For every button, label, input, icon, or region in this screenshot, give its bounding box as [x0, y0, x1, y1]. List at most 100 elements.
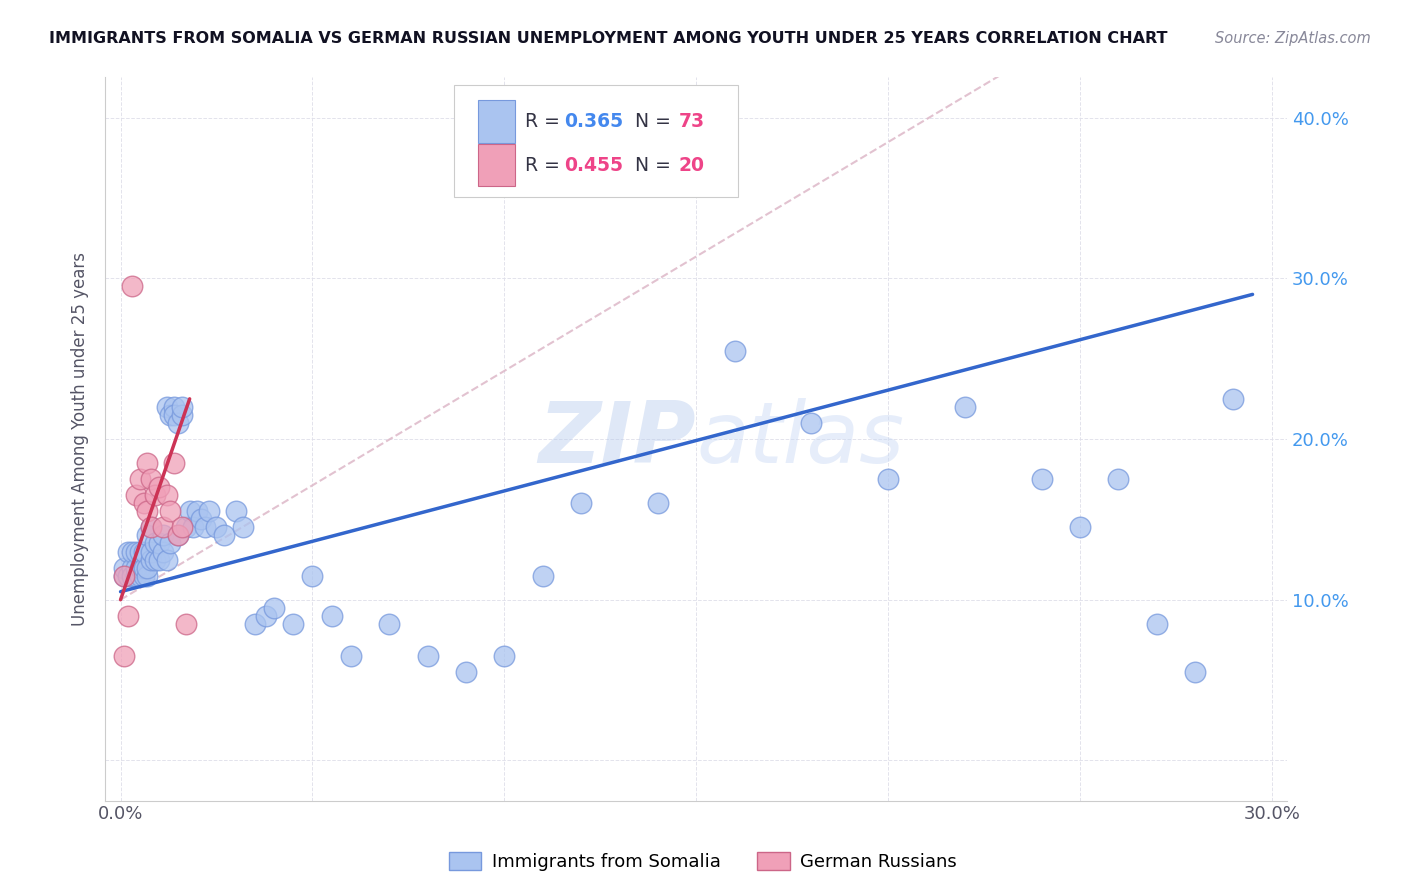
Point: [723, 343, 745, 358]
Point: [167, 416, 190, 430]
Point: [121, 568, 143, 582]
Point: [163, 408, 186, 422]
Point: [132, 544, 155, 558]
Point: [254, 608, 277, 623]
Point: [141, 552, 163, 566]
Point: [953, 400, 976, 414]
Point: [416, 648, 439, 663]
Point: [152, 544, 174, 558]
Point: [190, 512, 212, 526]
Point: [167, 528, 190, 542]
Point: [531, 568, 554, 582]
Point: [163, 456, 186, 470]
Point: [143, 552, 166, 566]
Point: [148, 480, 170, 494]
FancyBboxPatch shape: [478, 144, 516, 186]
Text: R =: R =: [524, 155, 565, 175]
Point: [141, 520, 163, 534]
Point: [263, 600, 285, 615]
Legend: Immigrants from Somalia, German Russians: Immigrants from Somalia, German Russians: [441, 845, 965, 879]
Point: [136, 560, 159, 574]
Point: [117, 544, 139, 558]
Point: [877, 472, 900, 486]
Point: [283, 616, 305, 631]
Point: [1222, 392, 1244, 406]
Point: [159, 408, 181, 422]
Point: [321, 608, 343, 623]
Point: [232, 520, 254, 534]
Point: [183, 520, 205, 534]
FancyBboxPatch shape: [478, 100, 516, 143]
Point: [112, 568, 135, 582]
Text: 20: 20: [679, 155, 704, 175]
Point: [128, 560, 150, 574]
Point: [1146, 616, 1168, 631]
Point: [136, 504, 159, 518]
Point: [125, 544, 148, 558]
Point: [454, 665, 477, 679]
Text: 0.365: 0.365: [564, 112, 623, 131]
Text: ZIP: ZIP: [538, 398, 696, 481]
Point: [141, 520, 163, 534]
Point: [159, 504, 181, 518]
Point: [128, 472, 150, 486]
Point: [569, 496, 592, 510]
Point: [141, 472, 163, 486]
Text: N =: N =: [623, 155, 676, 175]
Point: [800, 416, 823, 430]
Point: [179, 504, 201, 518]
Point: [125, 488, 148, 502]
Point: [112, 568, 135, 582]
Point: [170, 520, 193, 534]
Point: [170, 400, 193, 414]
Y-axis label: Unemployment Among Youth under 25 years: Unemployment Among Youth under 25 years: [72, 252, 89, 626]
Text: atlas: atlas: [696, 398, 904, 481]
Point: [121, 544, 143, 558]
Point: [136, 568, 159, 582]
Point: [243, 616, 266, 631]
Point: [1184, 665, 1206, 679]
Point: [125, 560, 148, 574]
Point: [117, 608, 139, 623]
Point: [132, 560, 155, 574]
Point: [301, 568, 323, 582]
Point: [339, 648, 361, 663]
Point: [132, 496, 155, 510]
Point: [212, 528, 235, 542]
Point: [125, 568, 148, 582]
Text: 73: 73: [679, 112, 704, 131]
Point: [132, 568, 155, 582]
Point: [159, 536, 181, 550]
Point: [163, 400, 186, 414]
Point: [155, 552, 177, 566]
Point: [174, 520, 197, 534]
Point: [128, 568, 150, 582]
Point: [194, 520, 217, 534]
Point: [143, 536, 166, 550]
Point: [170, 408, 193, 422]
FancyBboxPatch shape: [454, 85, 738, 197]
Point: [186, 504, 208, 518]
Point: [494, 648, 516, 663]
Point: [121, 560, 143, 574]
Point: [152, 528, 174, 542]
Point: [152, 520, 174, 534]
Text: R =: R =: [524, 112, 565, 131]
Point: [225, 504, 247, 518]
Point: [1031, 472, 1053, 486]
Point: [128, 544, 150, 558]
Point: [167, 528, 190, 542]
Point: [136, 456, 159, 470]
Point: [112, 648, 135, 663]
Point: [141, 544, 163, 558]
Point: [647, 496, 669, 510]
Point: [112, 560, 135, 574]
Point: [155, 488, 177, 502]
Point: [205, 520, 228, 534]
Text: Source: ZipAtlas.com: Source: ZipAtlas.com: [1215, 31, 1371, 46]
Point: [148, 552, 170, 566]
Point: [1107, 472, 1129, 486]
Point: [121, 279, 143, 293]
Point: [148, 536, 170, 550]
Point: [198, 504, 221, 518]
